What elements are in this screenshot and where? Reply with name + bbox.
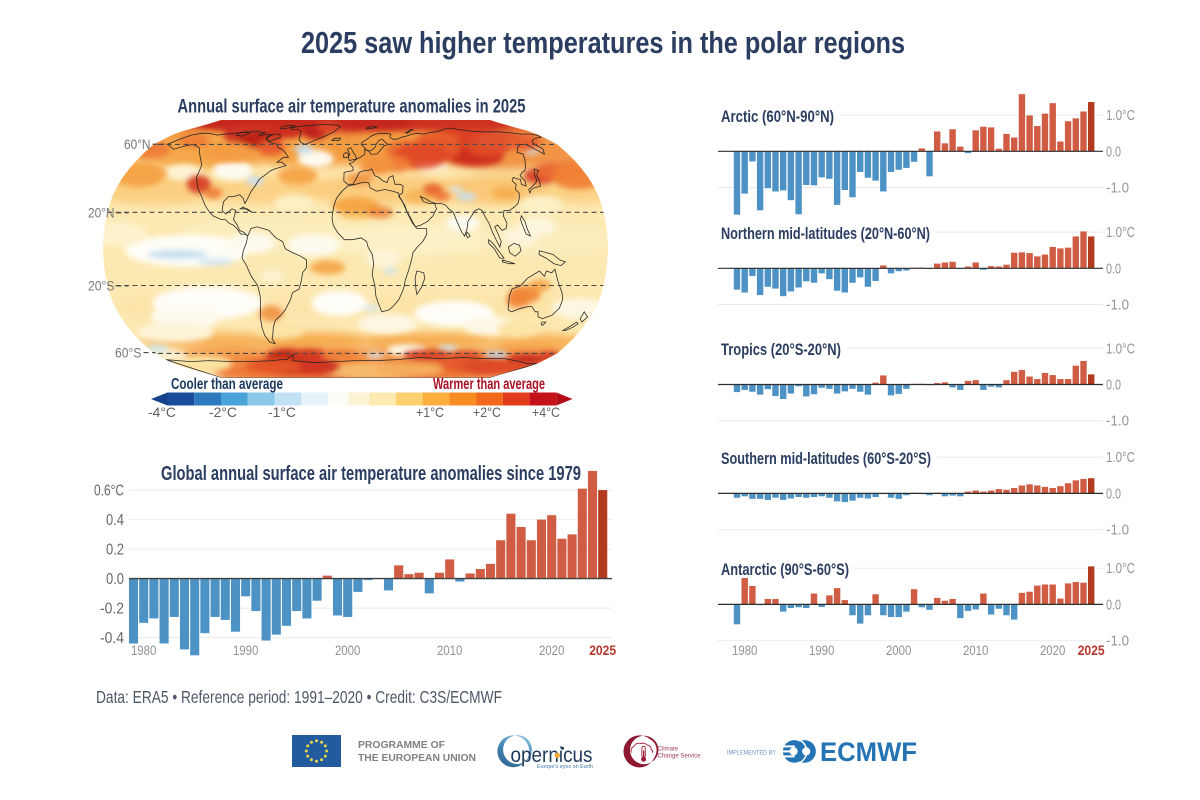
svg-text:2025: 2025 — [1078, 643, 1105, 658]
svg-text:+2°C: +2°C — [473, 404, 501, 420]
svg-text:1990: 1990 — [233, 643, 259, 658]
svg-text:-1°C: -1°C — [268, 404, 296, 420]
svg-text:Antarctic (90°S-60°S): Antarctic (90°S-60°S) — [721, 560, 849, 579]
svg-text:Arctic (60°N-90°N): Arctic (60°N-90°N) — [721, 107, 834, 126]
svg-text:Europe's eyes on Earth: Europe's eyes on Earth — [537, 764, 593, 770]
svg-text:PROGRAMME OF: PROGRAMME OF — [358, 739, 446, 751]
svg-text:2025: 2025 — [589, 643, 616, 658]
svg-text:+4°C: +4°C — [532, 404, 560, 420]
svg-text:2020: 2020 — [1040, 643, 1066, 658]
svg-text:0.0: 0.0 — [1106, 261, 1121, 277]
svg-text:Climate: Climate — [658, 746, 679, 753]
svg-text:0.0: 0.0 — [1106, 486, 1121, 502]
svg-text:-4°C: -4°C — [148, 404, 176, 420]
svg-text:-0.2: -0.2 — [100, 600, 124, 617]
svg-text:opernicus: opernicus — [511, 744, 593, 767]
svg-text:Southern mid-latitudes (60°S-2: Southern mid-latitudes (60°S-20°S) — [721, 449, 931, 468]
svg-text:-1.0: -1.0 — [1106, 523, 1129, 539]
svg-text:20°S: 20°S — [88, 278, 115, 294]
svg-text:1.0°C: 1.0°C — [1106, 450, 1135, 466]
svg-text:Tropics (20°S-20°N): Tropics (20°S-20°N) — [721, 340, 841, 359]
svg-text:-1.0: -1.0 — [1106, 414, 1129, 430]
svg-text:THE EUROPEAN UNION: THE EUROPEAN UNION — [358, 752, 476, 764]
svg-text:0.0: 0.0 — [1106, 378, 1121, 394]
svg-text:60°N: 60°N — [124, 136, 151, 152]
svg-text:Cooler than average: Cooler than average — [171, 376, 283, 393]
svg-text:1.0°C: 1.0°C — [1106, 225, 1135, 241]
svg-text:0.2: 0.2 — [106, 541, 124, 558]
svg-text:1.0°C: 1.0°C — [1106, 108, 1135, 124]
svg-text:2020: 2020 — [539, 643, 565, 658]
svg-text:Change Service: Change Service — [658, 753, 701, 760]
svg-text:0.0: 0.0 — [1106, 144, 1121, 160]
svg-text:-1.0: -1.0 — [1106, 181, 1129, 197]
svg-text:60°S: 60°S — [115, 344, 142, 360]
svg-text:+1°C: +1°C — [416, 404, 444, 420]
svg-text:1980: 1980 — [131, 643, 157, 658]
svg-text:Global annual surface air temp: Global annual surface air temperature an… — [161, 463, 581, 485]
svg-text:1990: 1990 — [809, 643, 835, 658]
svg-text:-2°C: -2°C — [209, 404, 237, 420]
svg-text:-0.4: -0.4 — [100, 630, 124, 647]
svg-text:2000: 2000 — [335, 643, 361, 658]
svg-text:2025 saw higher temperatures i: 2025 saw higher temperatures in the pola… — [301, 26, 905, 60]
svg-text:0.0: 0.0 — [1106, 597, 1121, 613]
svg-text:1.0°C: 1.0°C — [1106, 341, 1135, 357]
svg-text:ECMWF: ECMWF — [820, 737, 917, 767]
svg-text:Annual surface air temperature: Annual surface air temperature anomalies… — [178, 96, 526, 118]
svg-text:0.4: 0.4 — [106, 512, 124, 529]
svg-text:1.0°C: 1.0°C — [1106, 561, 1135, 577]
svg-text:-1.0: -1.0 — [1106, 634, 1129, 650]
svg-text:Warmer than average: Warmer than average — [433, 376, 545, 393]
svg-text:0.6°C: 0.6°C — [94, 482, 124, 499]
svg-text:20°N: 20°N — [88, 205, 115, 221]
svg-text:2000: 2000 — [886, 643, 912, 658]
svg-text:Northern mid-latitudes (20°N-6: Northern mid-latitudes (20°N-60°N) — [721, 224, 930, 243]
svg-text:-1.0: -1.0 — [1106, 298, 1129, 314]
svg-text:IMPLEMENTED BY: IMPLEMENTED BY — [727, 750, 776, 757]
svg-text:2010: 2010 — [437, 643, 463, 658]
svg-text:1980: 1980 — [732, 643, 758, 658]
svg-text:0.0: 0.0 — [106, 571, 124, 588]
svg-text:2010: 2010 — [963, 643, 989, 658]
svg-text:Data: ERA5 • Reference period:: Data: ERA5 • Reference period: 1991–2020… — [96, 687, 502, 707]
